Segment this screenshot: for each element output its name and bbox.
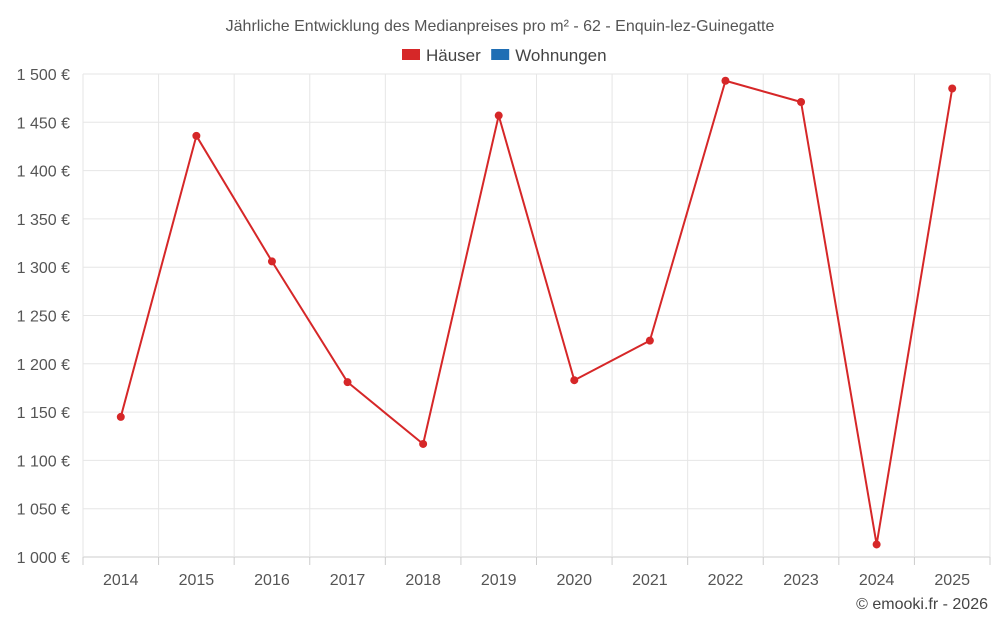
x-axis: 2014 2015 2016 2017 2018 2019 2020 2021 2022 2023… [103,572,970,589]
legend-label[interactable]: Wohnungen [515,46,606,65]
y-tick-label: 1 250 € [17,309,70,326]
y-tick-label: 1 450 € [17,115,70,132]
data-point[interactable] [419,439,428,448]
data-point[interactable] [570,376,579,385]
legend: Häuser Wohnungen [402,46,607,65]
y-tick-label: 1 300 € [17,260,70,277]
y-tick-label: 1 100 € [17,453,70,470]
y-axis: 1 000 € 1 050 € 1 100 € 1 150 € 1 200 € 1 250… [17,67,70,567]
grid-lines [82,73,991,565]
legend-label[interactable]: Häuser [426,46,481,65]
data-point[interactable] [872,540,881,549]
legend-swatch [402,49,420,60]
x-tick-label: 2023 [783,572,819,589]
x-tick-label: 2017 [330,572,366,589]
series-area [116,76,957,549]
data-point[interactable] [192,131,201,140]
data-point[interactable] [721,76,730,85]
x-tick-label: 2018 [405,572,441,589]
x-tick-label: 2014 [103,572,139,589]
data-point[interactable] [494,111,503,120]
data-point[interactable] [797,98,806,107]
x-tick-label: 2020 [556,572,592,589]
legend-swatch [491,49,510,60]
x-tick-label: 2025 [934,572,970,589]
x-tick-label: 2019 [481,572,517,589]
data-point[interactable] [948,84,957,93]
data-point[interactable] [267,257,276,266]
x-tick-label: 2021 [632,572,668,589]
y-tick-label: 1 400 € [17,164,70,181]
chart-title: Jährliche Entwicklung des Medianpreises … [226,18,775,35]
x-tick-label: 2022 [708,572,744,589]
x-tick-label: 2016 [254,572,290,589]
data-point[interactable] [116,412,125,421]
x-tick-label: 2024 [859,572,895,589]
y-tick-label: 1 350 € [17,212,70,229]
y-tick-label: 1 200 € [17,357,70,374]
data-point[interactable] [343,378,352,387]
y-tick-label: 1 500 € [17,67,70,84]
data-point[interactable] [645,336,654,345]
y-tick-label: 1 050 € [17,502,70,519]
credit-text: © emooki.fr - 2026 [856,596,988,613]
series-line [119,79,954,546]
y-tick-label: 1 000 € [17,550,70,567]
x-tick-label: 2015 [179,572,215,589]
y-tick-label: 1 150 € [17,405,70,422]
